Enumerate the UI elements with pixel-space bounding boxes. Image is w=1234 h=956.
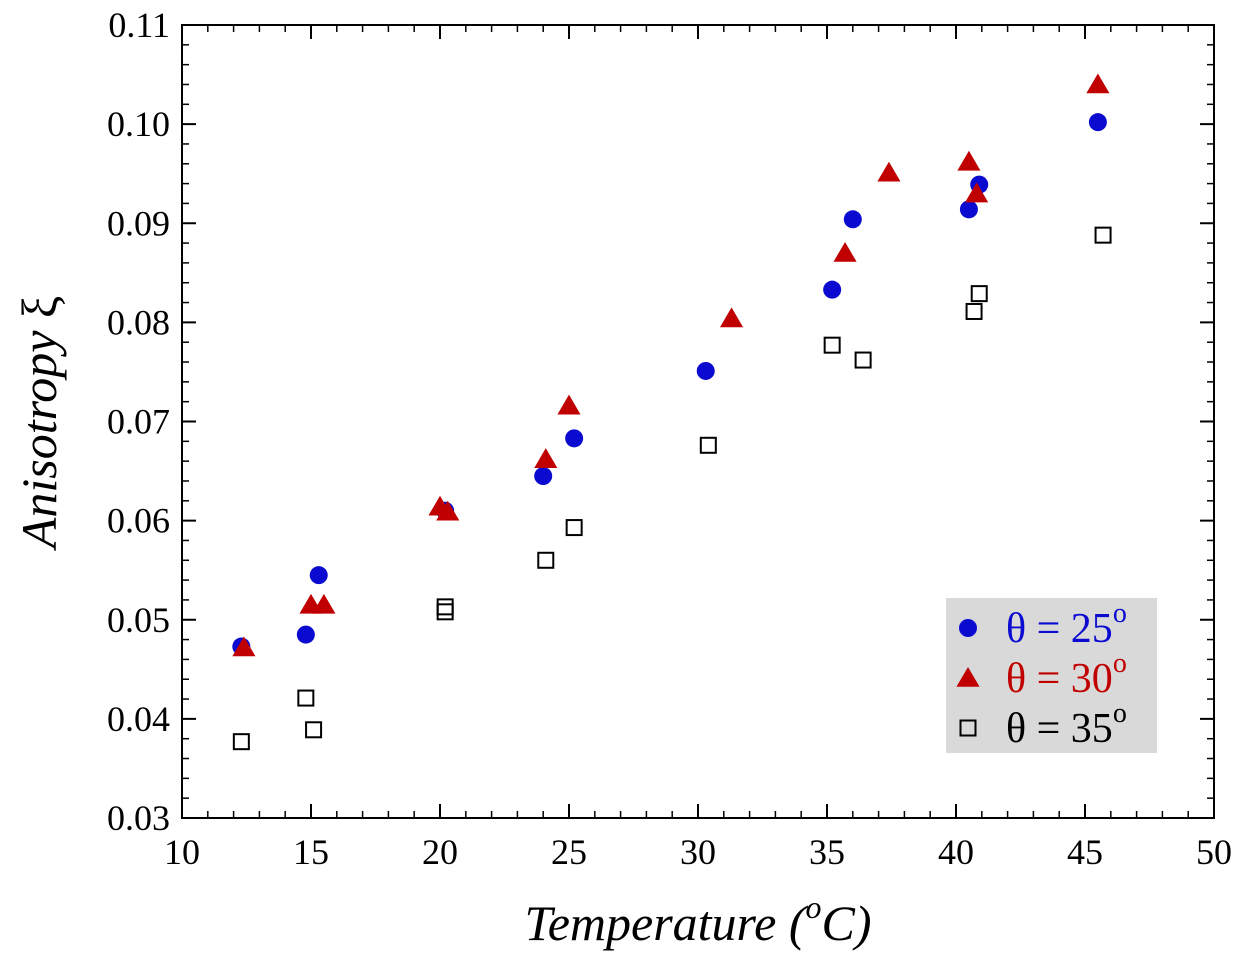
data-point bbox=[965, 182, 989, 203]
x-tick-label: 15 bbox=[293, 832, 329, 872]
data-point bbox=[1094, 226, 1112, 244]
data-point bbox=[557, 394, 581, 415]
data-point bbox=[1088, 113, 1107, 132]
data-point bbox=[436, 500, 460, 521]
legend-label: θ = 25o bbox=[1006, 598, 1127, 652]
x-tick-label: 25 bbox=[551, 832, 587, 872]
y-tick-label: 0.04 bbox=[107, 699, 170, 739]
legend-marker bbox=[959, 719, 977, 737]
data-point bbox=[436, 603, 454, 621]
data-point bbox=[854, 351, 872, 369]
axis-ticks bbox=[181, 24, 1215, 819]
y-tick-label: 0.09 bbox=[107, 203, 170, 243]
data-point bbox=[833, 241, 857, 262]
legend-label: θ = 30o bbox=[1006, 648, 1127, 702]
x-tick-label: 10 bbox=[164, 832, 200, 872]
data-point bbox=[312, 593, 336, 614]
data-point bbox=[959, 200, 978, 219]
data-point bbox=[534, 448, 558, 468]
data-point bbox=[565, 429, 584, 448]
legend-label: θ = 35o bbox=[1006, 698, 1127, 752]
y-tick-label: 0.05 bbox=[107, 600, 170, 640]
data-point bbox=[696, 361, 715, 380]
data-point bbox=[1086, 73, 1110, 94]
x-tick-label: 35 bbox=[809, 832, 845, 872]
y-tick-label: 0.10 bbox=[107, 104, 170, 144]
x-tick-label: 30 bbox=[680, 832, 716, 872]
data-point bbox=[232, 733, 250, 751]
data-point bbox=[565, 519, 583, 537]
legend-background bbox=[946, 598, 1157, 753]
x-axis-title: Temperature (oC) bbox=[524, 889, 871, 951]
data-point bbox=[843, 210, 862, 229]
data-point bbox=[957, 150, 981, 171]
data-point bbox=[970, 285, 988, 303]
data-point bbox=[297, 689, 315, 707]
x-tick-label: 40 bbox=[938, 832, 974, 872]
data-point bbox=[534, 467, 553, 486]
data-point bbox=[305, 721, 323, 739]
legend-marker bbox=[956, 667, 980, 687]
data-point bbox=[965, 302, 983, 320]
legend-marker bbox=[959, 619, 977, 637]
x-tick-label: 50 bbox=[1196, 832, 1232, 872]
y-tick-label: 0.06 bbox=[107, 501, 170, 541]
data-point bbox=[719, 307, 744, 328]
data-point bbox=[699, 436, 717, 454]
data-point bbox=[296, 625, 315, 644]
data-point bbox=[232, 636, 256, 657]
data-marks bbox=[232, 73, 1112, 751]
y-tick-label: 0.03 bbox=[107, 798, 170, 838]
data-point bbox=[877, 161, 901, 182]
data-point bbox=[823, 336, 841, 354]
x-tick-label: 45 bbox=[1067, 832, 1103, 872]
data-point bbox=[537, 551, 555, 569]
data-point bbox=[309, 566, 328, 585]
series-3 bbox=[232, 226, 1112, 751]
data-point bbox=[823, 280, 842, 299]
data-point bbox=[436, 598, 454, 616]
x-tick-label: 20 bbox=[422, 832, 458, 872]
y-axis-title: Anisotropy ξ bbox=[11, 296, 67, 551]
axis-tick-labels: 10 15 20 25 30 35 40 45 50 0.03 0.04 0.05 0.06 0.07 0.… bbox=[107, 5, 1232, 872]
y-tick-label: 0.08 bbox=[107, 302, 170, 342]
y-tick-label: 0.11 bbox=[108, 5, 170, 45]
series-2 bbox=[232, 73, 1110, 657]
y-tick-label: 0.07 bbox=[107, 402, 170, 442]
